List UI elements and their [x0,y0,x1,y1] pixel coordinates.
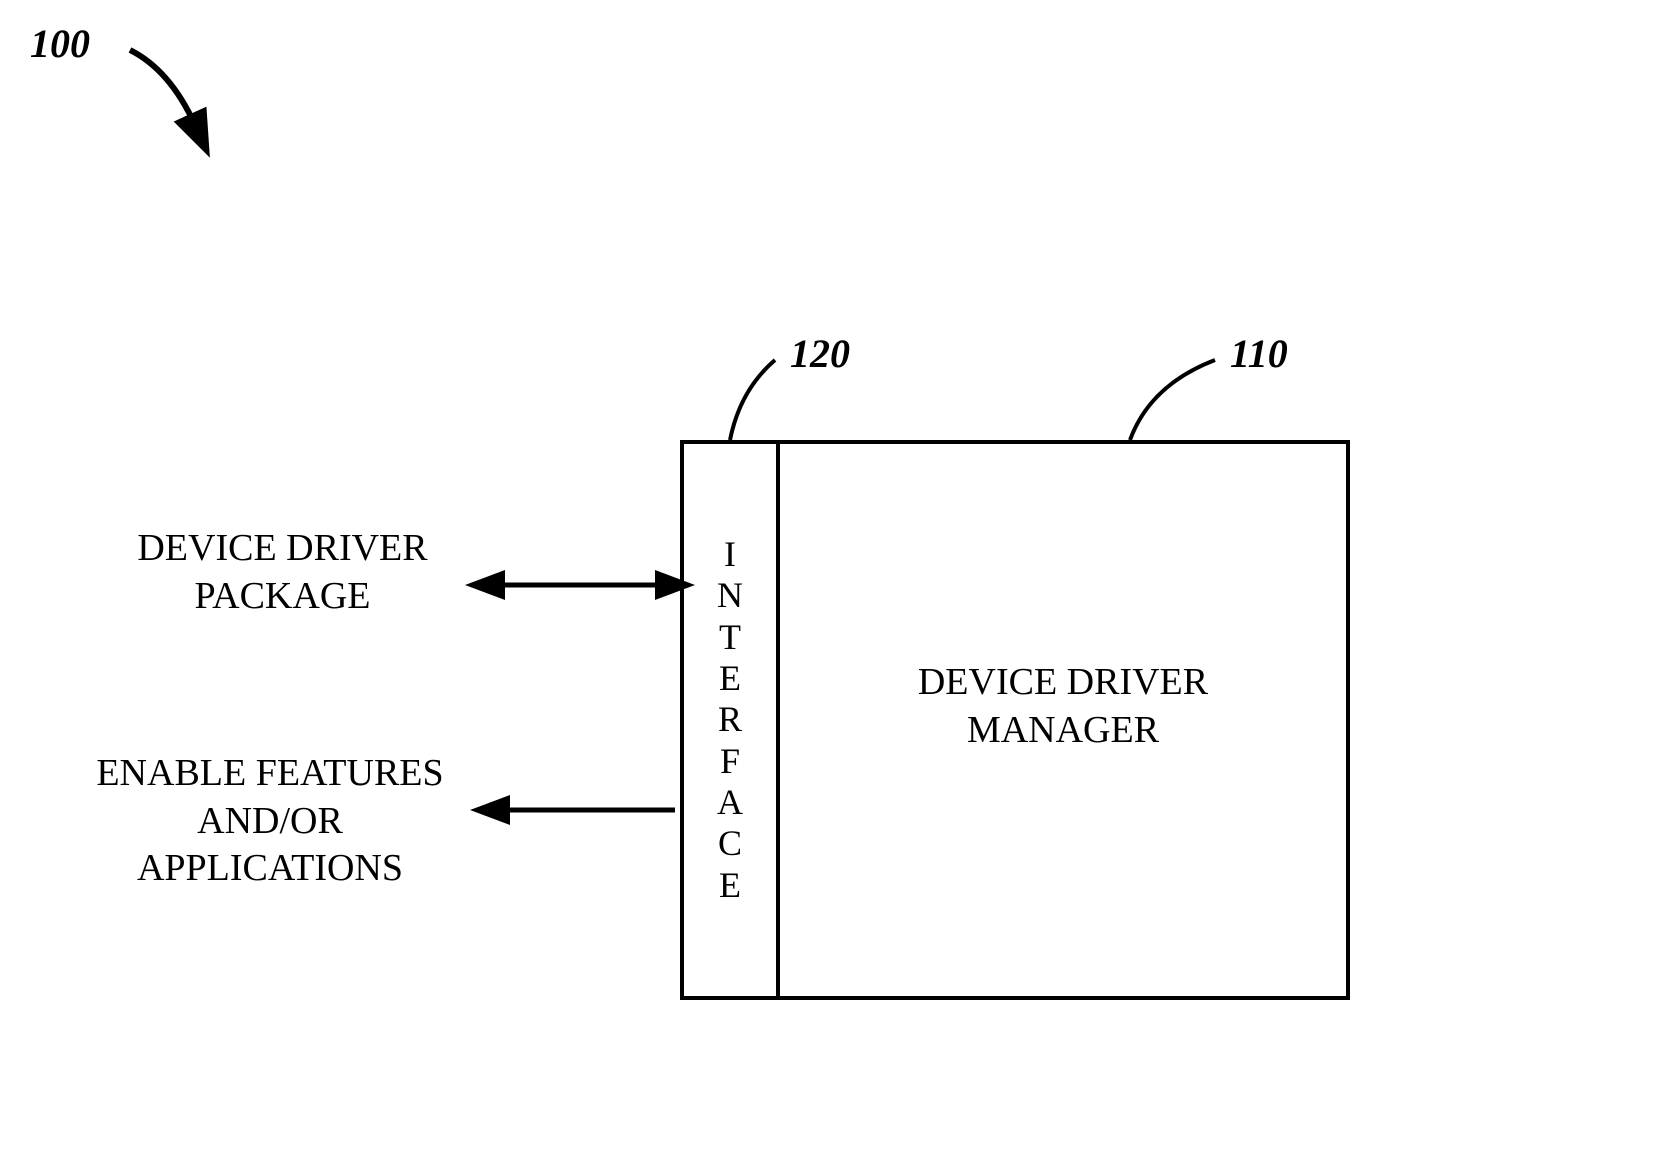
manager-ref-label: 110 [1230,330,1288,377]
main-ref-arrow [130,50,195,125]
main-ref-label: 100 [30,20,90,67]
manager-box: DEVICE DRIVER MANAGER [776,440,1350,1000]
interface-vertical-label: I N T E R F A C E [684,444,776,996]
interface-leader-line [730,360,775,440]
interface-ref-label: 120 [790,330,850,377]
interface-box: I N T E R F A C E [680,440,780,1000]
package-label: DEVICE DRIVER PACKAGE [110,525,455,620]
manager-leader-line [1130,360,1215,440]
enable-label: ENABLE FEATURES AND/OR APPLICATIONS [65,750,475,893]
manager-label: DEVICE DRIVER MANAGER [780,659,1346,754]
